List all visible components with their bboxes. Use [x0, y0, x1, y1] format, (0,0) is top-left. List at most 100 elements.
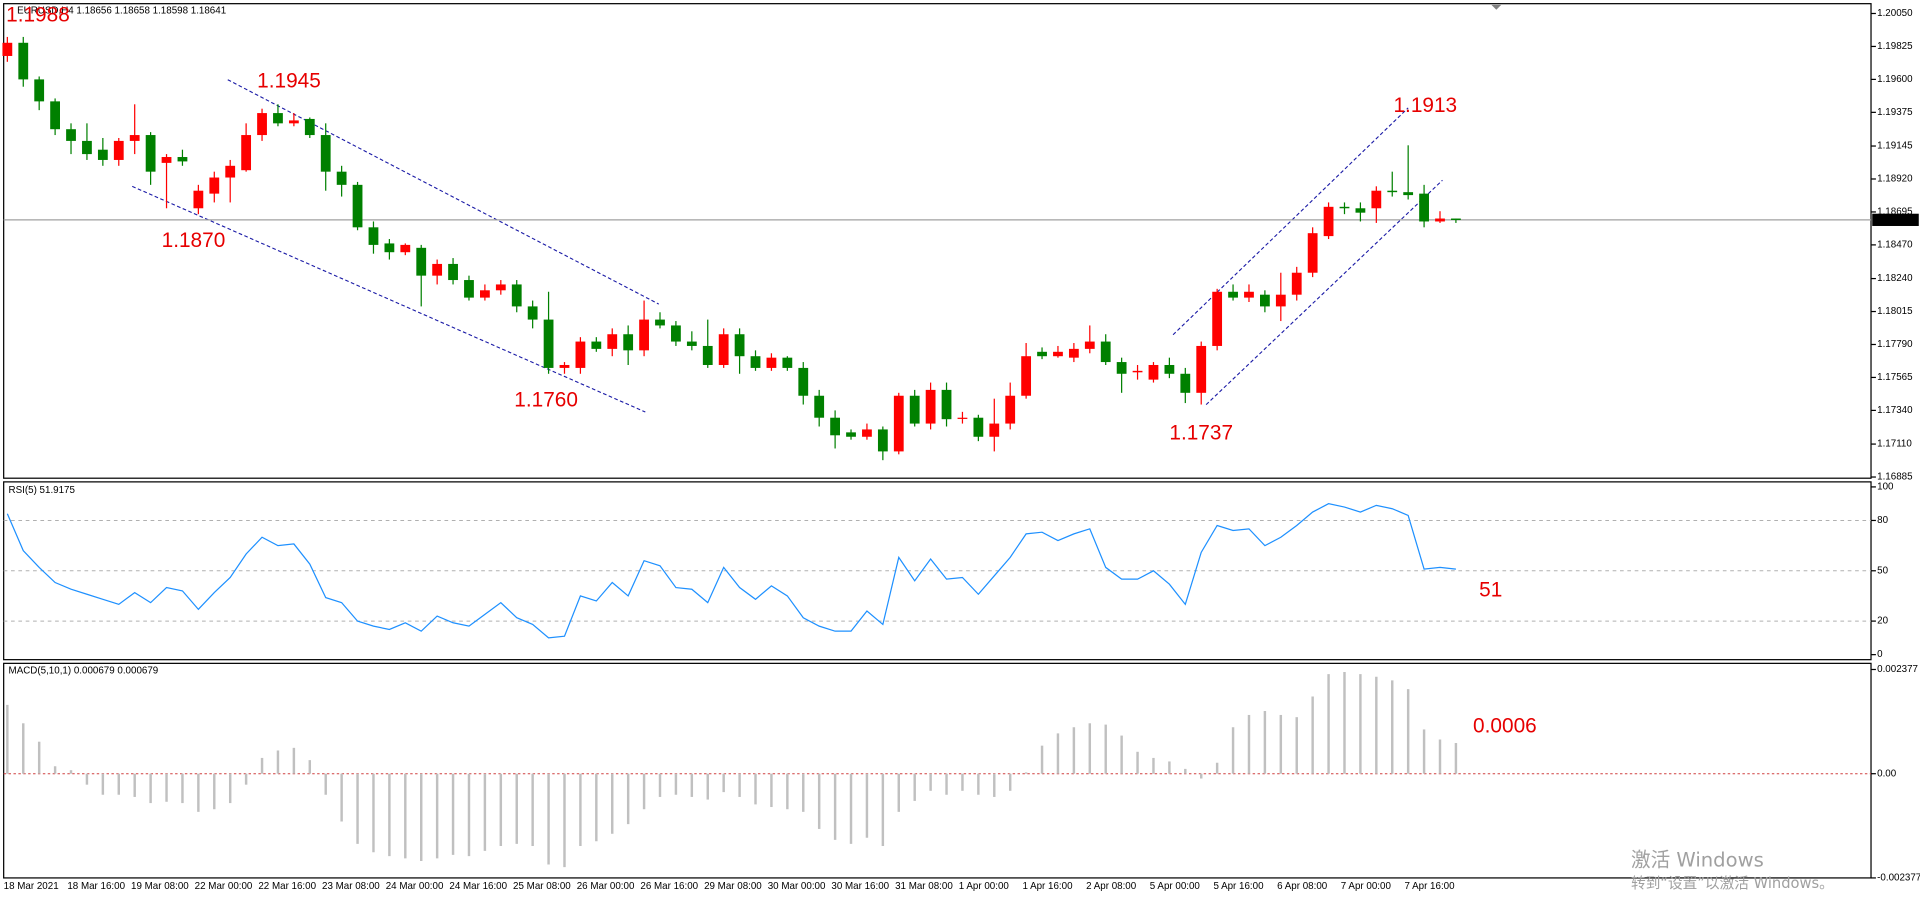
candle-body [241, 135, 252, 171]
candle-body [575, 341, 586, 368]
y-tick-label: 1.18015 [1877, 306, 1913, 317]
y-tick-label: 1.18470 [1877, 239, 1913, 250]
y-tick-label: 20 [1877, 616, 1888, 627]
x-tick-label: 5 Apr 00:00 [1150, 881, 1201, 892]
candle-body [1403, 192, 1414, 196]
channel-line [132, 185, 646, 413]
candle-body [304, 118, 315, 136]
candle-body [1419, 193, 1429, 222]
candle-body [862, 429, 872, 437]
candle-body [734, 334, 745, 357]
last-price-label: 1.18641 [1876, 214, 1911, 225]
x-tick-label: 22 Mar 16:00 [258, 881, 316, 892]
candle-body [1451, 218, 1461, 220]
candle-body [686, 341, 697, 346]
y-tick-label: 50 [1877, 565, 1888, 576]
candle-body [336, 171, 347, 185]
watermark-subtitle: 转到“设置”以激活 Windows。 [1631, 875, 1834, 892]
candle-body [1275, 294, 1286, 307]
candle-body [1228, 291, 1238, 298]
watermark-title: 激活 Windows [1631, 848, 1764, 871]
x-tick-label: 7 Apr 00:00 [1341, 881, 1392, 892]
candle-body [639, 319, 649, 351]
x-tick-label: 29 Mar 08:00 [704, 881, 762, 892]
candle-body [432, 263, 443, 276]
candle-body [113, 140, 124, 160]
candle-body [495, 284, 506, 291]
candle-body [1355, 208, 1366, 213]
annotation: 1.1737 [1169, 422, 1233, 445]
candle-body [1084, 341, 1095, 349]
candle-body [766, 357, 777, 368]
x-tick-label: 22 Mar 00:00 [195, 881, 253, 892]
y-tick-label: -0.002377 [1877, 873, 1920, 884]
x-tick-label: 1 Apr 16:00 [1022, 881, 1073, 892]
y-tick-label: 1.17110 [1877, 439, 1912, 450]
x-tick-label: 23 Mar 08:00 [322, 881, 380, 892]
x-tick-label: 19 Mar 08:00 [131, 881, 189, 892]
candle-body [145, 135, 156, 172]
x-tick-label: 18 Mar 2021 [4, 881, 59, 892]
candle-body [511, 284, 522, 307]
candle-body [1148, 364, 1159, 380]
candle-body [464, 280, 474, 298]
x-tick-label: 24 Mar 00:00 [386, 881, 444, 892]
candle-body [527, 306, 538, 320]
candle-body [82, 140, 92, 155]
candle-body [352, 184, 363, 228]
candle-body [416, 247, 427, 276]
annotation: 0.0006 [1473, 715, 1537, 738]
annotation: 1.1988 [6, 3, 70, 26]
candle-body [591, 341, 602, 349]
candle-body [1132, 370, 1143, 373]
x-tick-label: 2 Apr 08:00 [1086, 881, 1137, 892]
panel-title: RSI(5) 51.9175 [9, 485, 76, 496]
candle-body [877, 429, 888, 452]
y-tick-label: 1.17340 [1877, 405, 1913, 416]
candle-body [1180, 373, 1191, 393]
x-tick-label: 18 Mar 16:00 [67, 881, 125, 892]
x-tick-label: 26 Mar 00:00 [577, 881, 635, 892]
candle-body [368, 227, 379, 245]
candle-body [1164, 364, 1175, 374]
y-tick-label: 0.00 [1877, 768, 1897, 779]
candle-body [193, 190, 204, 209]
candle-body [50, 101, 60, 130]
candle-body [925, 389, 936, 424]
rsi-line [6, 503, 1456, 639]
candle-body [1435, 218, 1445, 222]
y-tick-label: 1.18695 [1877, 207, 1913, 218]
x-tick-label: 26 Mar 16:00 [640, 881, 698, 892]
panel-title: MACD(5,10,1) 0.000679 0.000679 [9, 665, 159, 676]
channel-line [1205, 179, 1443, 406]
x-tick-label: 25 Mar 08:00 [513, 881, 571, 892]
candle-body [1260, 294, 1270, 307]
candle-body [607, 334, 618, 349]
candle-body [814, 395, 825, 418]
candle-body [957, 417, 968, 419]
y-tick-label: 80 [1877, 515, 1888, 526]
last-price-box [1872, 213, 1919, 226]
candle-body [1116, 362, 1127, 374]
candle-body [97, 149, 108, 160]
candle-body [702, 345, 713, 365]
candle-body [1005, 395, 1016, 424]
y-tick-label: 1.18240 [1877, 273, 1913, 284]
annotation: 1.1945 [257, 70, 321, 93]
candle-body [846, 432, 856, 437]
candle-body [1100, 341, 1111, 363]
candle-body [1244, 291, 1254, 298]
channel-line [227, 79, 660, 305]
y-tick-label: 1.18920 [1877, 174, 1913, 185]
x-tick-label: 1 Apr 00:00 [959, 881, 1010, 892]
annotation: 1.1760 [514, 388, 578, 411]
candle-body [480, 290, 490, 298]
x-tick-label: 7 Apr 16:00 [1404, 881, 1455, 892]
candle-body [623, 334, 634, 351]
annotation: 1.1870 [162, 229, 226, 252]
candle-body [66, 129, 76, 141]
candle-body [18, 42, 29, 80]
candle-body [973, 417, 984, 437]
candle-body [320, 135, 331, 172]
